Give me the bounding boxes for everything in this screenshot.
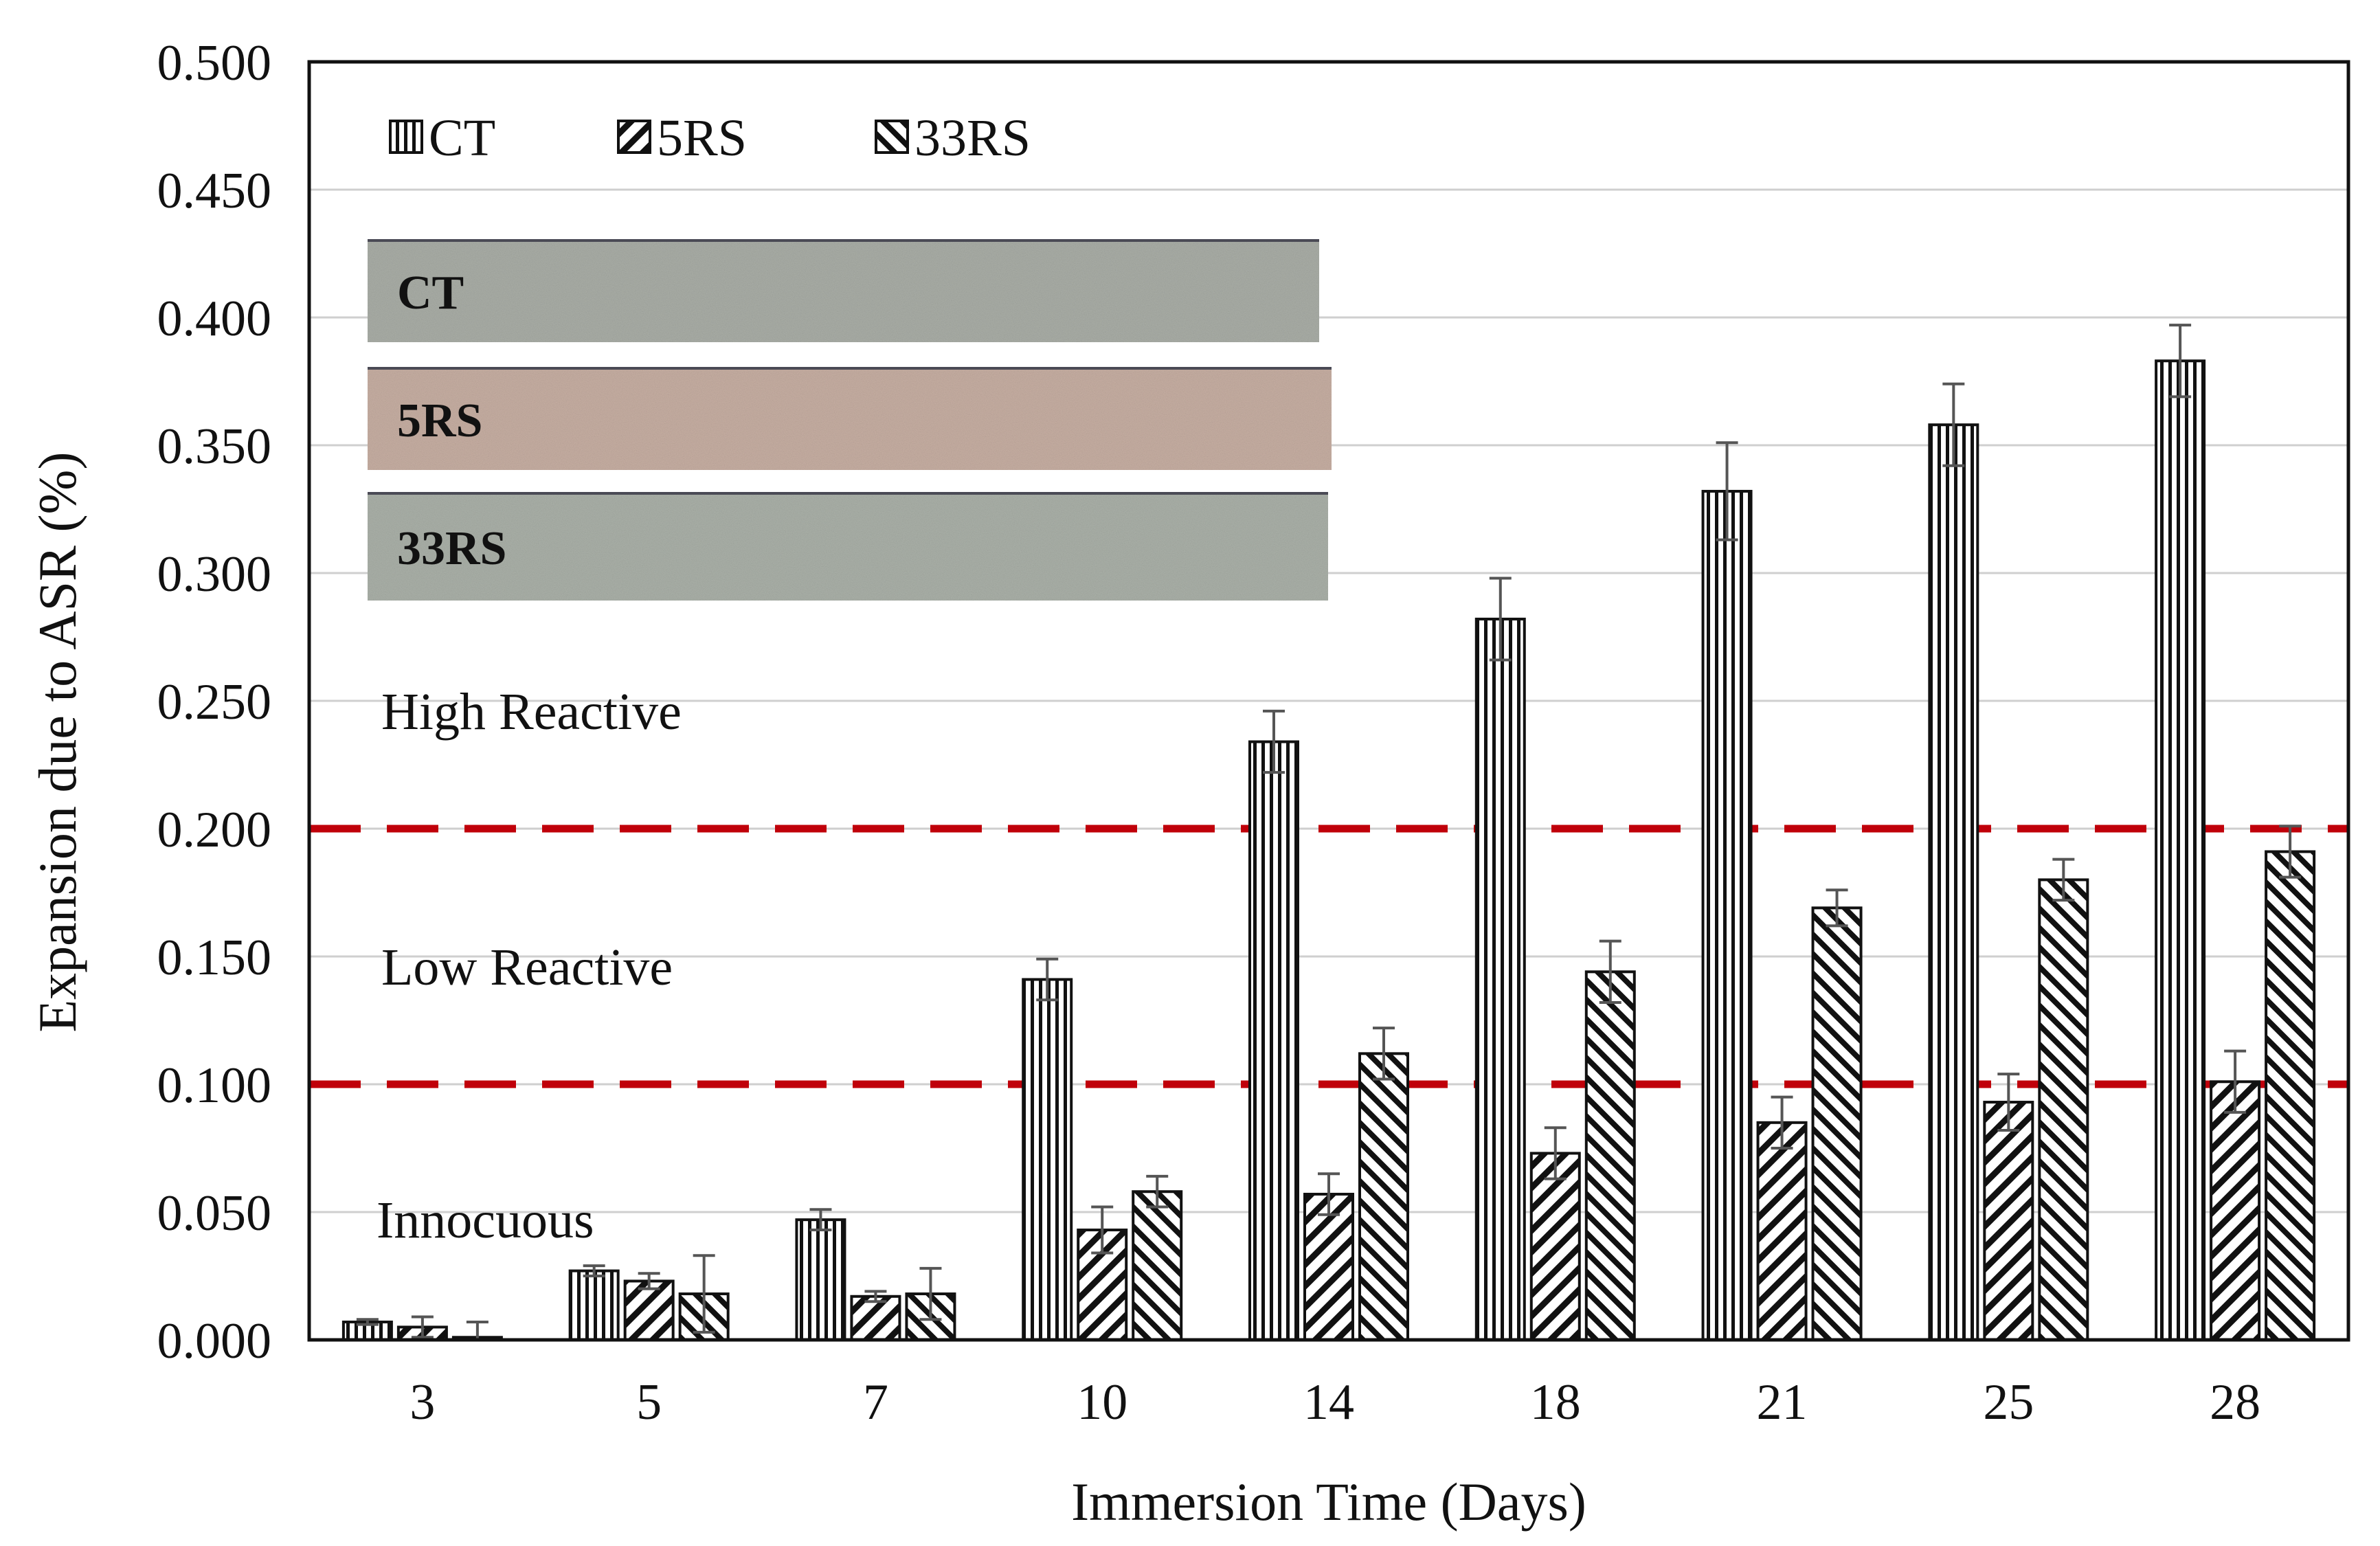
bar-ct: [1248, 740, 1299, 1341]
x-axis-tick-labels: 3 5 7 10 14 18 21 25 28: [409, 1374, 2260, 1431]
y-tick-label: 0.300: [157, 546, 272, 603]
bar-5rs: [1303, 1192, 1354, 1341]
bar-5rs: [1983, 1101, 2034, 1342]
y-axis-title: Expansion due to ASR (%): [27, 452, 87, 1033]
bar-5rs: [850, 1295, 901, 1342]
y-tick-label: 0.100: [157, 1057, 272, 1114]
x-tick-label: 3: [409, 1374, 435, 1431]
x-tick-label: 14: [1303, 1374, 1354, 1431]
y-axis-tick-labels: 0.000 0.050 0.100 0.150 0.200 0.250 0.300 0.350…: [157, 35, 272, 1369]
bar-5rs: [1756, 1121, 1808, 1342]
bar-33rs: [1132, 1190, 1183, 1341]
bar-5rs: [623, 1279, 675, 1341]
bar-33rs: [1358, 1052, 1409, 1341]
bar-33rs: [1584, 970, 1636, 1341]
legend-label-33rs: 33RS: [914, 109, 1031, 167]
x-tick-label: 28: [2210, 1374, 2260, 1431]
x-tick-label: 7: [863, 1374, 888, 1431]
bar-ct: [2155, 359, 2206, 1341]
zone-label: Low Reactive: [381, 939, 673, 996]
sample-photo-inset: CT 5RS 33RS: [368, 239, 1332, 601]
bar-33rs: [1811, 906, 1863, 1341]
legend-label-ct: CT: [429, 109, 495, 167]
sample-label: 5RS: [397, 394, 482, 447]
zone-label: High Reactive: [381, 683, 682, 741]
y-tick-label: 0.250: [157, 674, 272, 730]
bar-ct: [1022, 978, 1073, 1341]
zone-label: Innocuous: [377, 1191, 594, 1249]
bar-ct: [1701, 489, 1753, 1342]
bar-33rs: [2038, 878, 2089, 1341]
bar-33rs: [2265, 850, 2316, 1341]
error-bars: [356, 324, 2302, 1341]
sample-photo: [368, 367, 1332, 470]
y-tick-label: 0.200: [157, 802, 272, 858]
x-tick-label: 18: [1530, 1374, 1581, 1431]
bar-ct: [1474, 617, 1526, 1342]
y-tick-label: 0.000: [157, 1313, 272, 1369]
zone-labels: Innocuous Low Reactive High Reactive: [377, 683, 682, 1249]
legend: CT 5RS 33RS: [389, 109, 1031, 167]
plot-area-border: [307, 60, 2350, 1342]
y-tick-label: 0.450: [157, 163, 272, 219]
legend-swatch-ct: [389, 120, 423, 154]
x-tick-label: 25: [1983, 1374, 2034, 1431]
x-tick-label: 5: [636, 1374, 662, 1431]
y-tick-label: 0.150: [157, 930, 272, 986]
x-axis-title: Immersion Time (Days): [1071, 1472, 1586, 1532]
y-tick-label: 0.050: [157, 1185, 272, 1242]
y-tick-label: 0.500: [157, 35, 272, 91]
bar-5rs: [2210, 1080, 2261, 1342]
threshold-lines: [309, 825, 2348, 1088]
legend-swatch-33rs: [875, 120, 909, 154]
bar-5rs: [1529, 1152, 1581, 1341]
y-tick-label: 0.400: [157, 291, 272, 347]
x-tick-label: 10: [1077, 1374, 1127, 1431]
x-tick-label: 21: [1757, 1374, 1808, 1431]
sample-label: 33RS: [397, 522, 506, 575]
legend-swatch-5rs: [617, 120, 651, 154]
bar-ct: [568, 1269, 620, 1342]
sample-label: CT: [397, 267, 464, 320]
bar-ct: [795, 1218, 846, 1342]
y-tick-label: 0.350: [157, 418, 272, 475]
bar-ct: [1928, 423, 1979, 1341]
legend-label-5rs: 5RS: [657, 109, 747, 167]
sample-photo: [368, 492, 1328, 601]
sample-photo: [368, 239, 1319, 342]
